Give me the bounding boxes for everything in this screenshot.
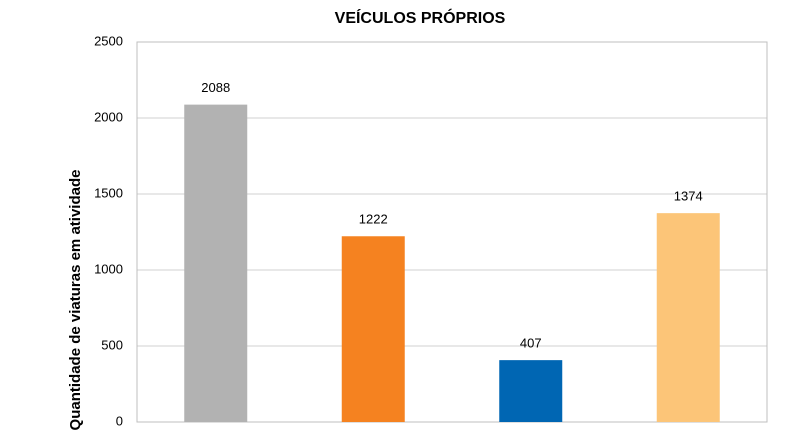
bar (184, 104, 248, 423)
data-label: 1374 (674, 189, 703, 204)
y-tick-label: 2000 (94, 109, 123, 124)
data-label: 2088 (201, 80, 230, 95)
chart-title: VEÍCULOS PRÓPRIOS (335, 8, 506, 27)
data-label: 1222 (359, 212, 388, 227)
bar (341, 236, 405, 422)
y-tick-label: 500 (101, 337, 123, 352)
y-tick-label: 1000 (94, 261, 123, 276)
y-axis-label: Quantidade de viaturas em atividade (67, 170, 84, 431)
bar (499, 360, 563, 422)
y-tick-label: 2500 (94, 33, 123, 48)
y-tick-label: 1500 (94, 185, 123, 200)
data-label: 407 (520, 336, 542, 351)
y-tick-label: 0 (116, 413, 123, 428)
plot-border (136, 41, 768, 423)
bar (656, 213, 720, 422)
